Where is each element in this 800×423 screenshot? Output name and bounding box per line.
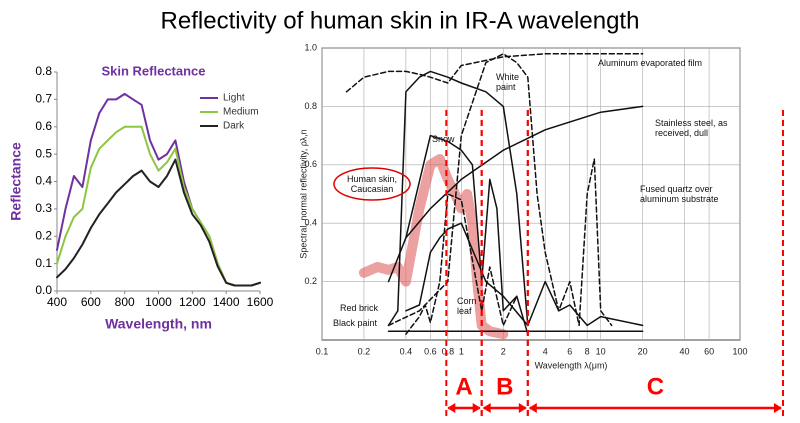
x-tick-label: 40 [680, 346, 690, 356]
x-tick-label: 1 [459, 346, 464, 356]
x-tick-label: 400 [47, 295, 67, 309]
x-tick-label: 1600 [247, 295, 274, 309]
y-tick-label: 0.2 [304, 276, 317, 286]
y-tick-label: 0.4 [35, 174, 52, 188]
series-line [405, 193, 518, 335]
arrow-head [528, 403, 537, 413]
series-line [56, 125, 261, 287]
y-tick-label: 0.1 [35, 256, 52, 270]
x-tick-label: 0.2 [358, 346, 371, 356]
arrow-head [482, 403, 491, 413]
x-tick-label: 8 [585, 346, 590, 356]
x-tick-label: 100 [732, 346, 747, 356]
y-tick-label: 0.8 [304, 101, 317, 111]
y-tick-label: 0.8 [35, 64, 52, 78]
y-tick-label: 0.6 [304, 159, 317, 169]
x-tick-label: 800 [115, 295, 135, 309]
y-tick-label: 0.4 [304, 218, 317, 228]
annotation-ring [333, 167, 411, 201]
y-tick-label: 0.3 [35, 201, 52, 215]
x-tick-label: 1200 [179, 295, 206, 309]
legend-label: Dark [223, 121, 245, 132]
series-line [56, 158, 261, 287]
series-line [387, 53, 613, 327]
x-tick-label: 0.8 [442, 346, 455, 356]
arrow-head [472, 403, 481, 413]
arrow-head [447, 403, 456, 413]
x-tick-label: 6 [567, 346, 572, 356]
legend-label: Light [223, 93, 245, 104]
y-tick-label: 0.7 [35, 92, 52, 106]
curve-label: Corn leaf [457, 296, 477, 316]
arrow-head [518, 403, 527, 413]
chart-title: Skin Reflectance [101, 63, 205, 78]
series-line [345, 53, 644, 93]
x-tick-label: 20 [638, 346, 648, 356]
x-axis-label: Wavelength, nm [105, 316, 212, 332]
x-tick-label: 0.4 [400, 346, 413, 356]
curve-label: Snow [432, 134, 455, 144]
series-line [405, 105, 644, 239]
curve-label: Human skin, Caucasian [346, 174, 398, 194]
curve-label: Red brick [340, 303, 379, 313]
y-tick-label: 0.2 [35, 228, 52, 242]
region-label: C [647, 373, 664, 400]
legend-label: Medium [223, 107, 259, 118]
x-tick-label: 0.6 [424, 346, 437, 356]
x-tick-label: 4 [543, 346, 548, 356]
x-tick-label: 2 [501, 346, 506, 356]
x-tick-label: 0.1 [316, 346, 329, 356]
region-label: B [496, 373, 513, 400]
y-tick-label: 1.0 [304, 42, 317, 52]
curve-label: White paint [496, 72, 520, 92]
y-tick-label: 0.6 [35, 119, 52, 133]
curve-label: Black paint [333, 318, 378, 328]
arrow-head [774, 403, 782, 413]
x-tick-label: 1000 [145, 295, 172, 309]
page-title: Reflectivity of human skin in IR-A wavel… [161, 7, 640, 34]
curve-label: Fused quartz over aluminum substrate [640, 184, 719, 204]
x-tick-label: 60 [704, 346, 714, 356]
y-axis-label: Reflectance [8, 142, 24, 221]
series-line [387, 134, 529, 335]
curve-label: Stainless steel, as received, dull [655, 118, 728, 138]
series-line [405, 222, 529, 327]
region-label: A [455, 373, 472, 400]
y-tick-label: 0.5 [35, 146, 52, 160]
curve-label: Aluminum evaporated film [598, 58, 703, 68]
x-tick-label: 600 [81, 295, 101, 309]
x-tick-label: 10 [596, 346, 606, 356]
x-tick-label: 1400 [213, 295, 240, 309]
y-axis-label: Spectral, normal reflectivity, ρλ,n [298, 129, 308, 258]
y-tick-label: 0.0 [35, 283, 52, 297]
x-axis-label: Wavelength λ(μm) [535, 360, 608, 370]
